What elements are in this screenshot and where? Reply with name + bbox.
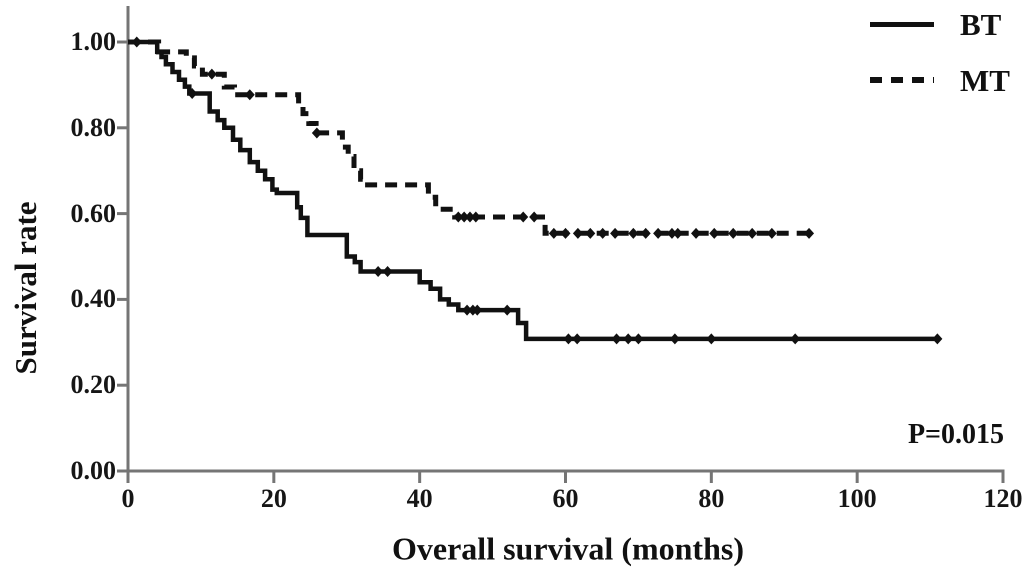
y-tick-label: 0.80 xyxy=(70,112,117,142)
x-tick-label: 40 xyxy=(406,484,433,513)
legend-label-bt: BT xyxy=(960,6,1002,42)
bt-censor-mark xyxy=(669,333,680,345)
mt-censor-mark xyxy=(804,227,815,239)
bt-censor-mark xyxy=(932,333,943,345)
bt-censor-mark xyxy=(382,266,393,278)
mt-censor-mark xyxy=(597,227,608,239)
x-tick-label: 120 xyxy=(983,484,1023,513)
bt-censor-mark xyxy=(187,87,198,99)
mt-censor-mark xyxy=(311,127,322,139)
mt-censor-mark xyxy=(459,211,470,223)
mt-censor-mark xyxy=(666,227,677,239)
legend-item-mt: MT xyxy=(870,52,1024,108)
legend-label-mt: MT xyxy=(960,62,1010,98)
bt-censor-mark xyxy=(373,266,384,278)
mt-censor-mark xyxy=(548,227,559,239)
bt-censor-mark xyxy=(706,333,717,345)
bt-censor-mark xyxy=(790,333,801,345)
mt-censor-mark xyxy=(709,227,720,239)
y-tick-label: 0.60 xyxy=(70,198,117,228)
mt-censor-mark xyxy=(560,227,571,239)
bt-censor-mark xyxy=(611,333,622,345)
y-tick-label: 0.20 xyxy=(70,370,117,400)
bt-censor-mark xyxy=(462,304,473,316)
y-axis-title: Survival rate xyxy=(8,201,43,375)
x-tick-label: 0 xyxy=(121,484,135,513)
y-tick-label: 1.00 xyxy=(70,27,117,56)
bt-censor-mark xyxy=(633,333,644,345)
legend: BT MT xyxy=(870,0,1024,108)
mt-censor-mark xyxy=(572,227,583,239)
bt-censor-mark xyxy=(131,36,142,48)
solid-line-sample xyxy=(870,21,934,27)
mt-censor-mark xyxy=(610,227,621,239)
bt-censor-mark xyxy=(472,304,483,316)
mt-censor-mark xyxy=(653,227,664,239)
dashed-line-sample xyxy=(870,77,934,83)
x-tick-label: 100 xyxy=(837,484,877,513)
mt-censor-mark xyxy=(585,227,596,239)
x-tick-label: 80 xyxy=(698,484,725,513)
mt-survival-curve xyxy=(128,39,809,236)
mt-censor-mark xyxy=(464,211,475,223)
legend-item-bt: BT xyxy=(870,0,1024,52)
bt-censor-mark xyxy=(563,333,574,345)
mt-censor-mark xyxy=(691,227,702,239)
bt-censor-mark xyxy=(623,333,634,345)
mt-censor-mark xyxy=(518,211,529,223)
x-tick-label: 60 xyxy=(552,484,579,513)
mt-censor-mark xyxy=(728,227,739,239)
x-tick-label: 20 xyxy=(260,484,287,513)
mt-censor-mark xyxy=(628,227,639,239)
mt-censor-mark xyxy=(640,227,651,239)
mt-censor-mark xyxy=(470,211,481,223)
mt-censor-mark xyxy=(529,211,540,223)
p-value-annotation: P=0.015 xyxy=(907,419,1004,450)
y-tick-label: 0.00 xyxy=(70,456,117,485)
mt-censor-mark xyxy=(747,227,758,239)
bt-survival-curve xyxy=(128,39,938,342)
x-axis-title: Overall survival (months) xyxy=(392,530,744,567)
bt-censor-mark xyxy=(502,304,513,316)
mt-censor-mark xyxy=(206,68,217,80)
mt-censor-mark xyxy=(766,227,777,239)
mt-censor-mark xyxy=(244,89,255,101)
mt-censor-mark xyxy=(672,227,683,239)
y-tick-label: 0.40 xyxy=(70,284,117,314)
mt-censor-mark xyxy=(453,211,464,223)
bt-censor-mark xyxy=(572,333,583,345)
